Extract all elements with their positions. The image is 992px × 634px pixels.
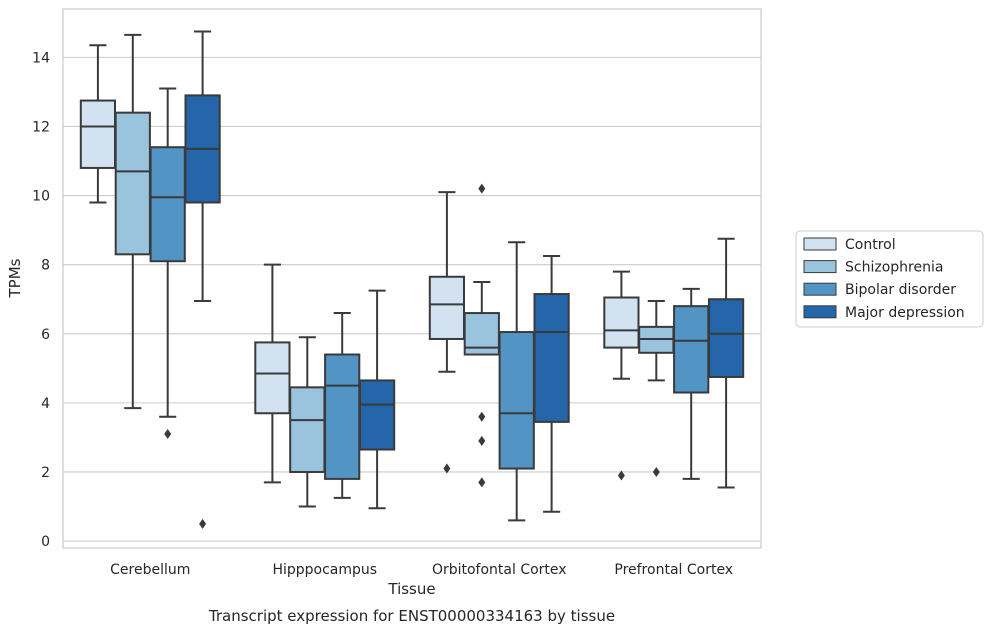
y-tick-label: 4 (41, 396, 50, 412)
outlier-point (652, 466, 660, 477)
outlier-point (617, 470, 625, 481)
y-tick-label: 8 (41, 258, 50, 274)
box-control (428, 191, 466, 474)
legend: Control Schizophrenia Bipolar disorder Majo… (795, 230, 984, 328)
box-major-depression (707, 237, 745, 489)
iqr-box (358, 379, 396, 451)
x-tick-label: Cerebellum (110, 562, 190, 578)
legend-swatch (803, 305, 837, 319)
x-tick-label: Hipppocampus (272, 562, 377, 578)
y-tick-label: 14 (32, 50, 50, 66)
chart-caption: Transcript expression for ENST0000033416… (208, 607, 615, 625)
box-bipolar-disorder (149, 87, 186, 439)
plot-frame (62, 8, 762, 549)
box-bipolar-disorder (498, 241, 535, 522)
iqr-box (603, 296, 640, 349)
iqr-box (149, 146, 186, 263)
y-tick-label: 12 (32, 119, 50, 135)
iqr-box (428, 275, 466, 340)
legend-entry: Schizophrenia (845, 260, 943, 276)
iqr-box (324, 353, 361, 480)
outlier-point (164, 428, 172, 439)
box-schizophrenia (638, 299, 675, 477)
outlier-point (478, 435, 486, 446)
y-tick-label: 6 (41, 327, 50, 343)
legend-entry: Bipolar disorder (845, 282, 956, 298)
y-tick-label: 2 (41, 465, 50, 481)
iqr-box (673, 305, 710, 394)
y-tick-label: 0 (41, 534, 50, 550)
plot-background (63, 9, 761, 548)
box-control (79, 44, 117, 204)
x-axis-label: Tissue (387, 580, 435, 598)
iqr-box (114, 111, 151, 256)
outlier-point (478, 477, 486, 488)
box-major-depression (184, 30, 221, 529)
box-bipolar-disorder (324, 312, 361, 499)
legend-entry: Major depression (845, 305, 965, 321)
box-control (603, 270, 640, 481)
gridlines (63, 56, 761, 542)
box-control (254, 263, 291, 484)
iqr-box (79, 99, 117, 169)
legend-swatch (803, 282, 837, 296)
y-tick-labels: 0 2 4 6 8 10 12 14 (32, 50, 50, 550)
iqr-box (498, 331, 535, 470)
y-axis-label: TPMs (6, 258, 24, 298)
x-tick-label: Orbitofontal Cortex (432, 562, 567, 578)
outlier-point (199, 518, 207, 529)
x-tick-labels: Cerebellum Hipppocampus Orbitofontal Corte… (110, 562, 733, 578)
outlier-point (443, 463, 451, 474)
boxes (79, 30, 745, 529)
y-tick-label: 10 (32, 189, 50, 205)
box-schizophrenia (289, 336, 326, 508)
outlier-point (478, 183, 486, 194)
iqr-box (533, 293, 570, 423)
x-tick-label: Prefrontal Cortex (614, 562, 733, 578)
legend-frame (795, 230, 984, 328)
iqr-box (254, 341, 291, 415)
legend-swatch (803, 260, 837, 274)
iqr-box (289, 386, 326, 473)
box-schizophrenia (114, 33, 151, 410)
outlier-point (478, 411, 486, 422)
box-bipolar-disorder (673, 287, 710, 480)
legend-entry: Control (845, 237, 896, 253)
box-major-depression (358, 289, 396, 510)
legend-swatch (803, 237, 837, 251)
box-major-depression (533, 255, 570, 513)
iqr-box (707, 298, 745, 378)
